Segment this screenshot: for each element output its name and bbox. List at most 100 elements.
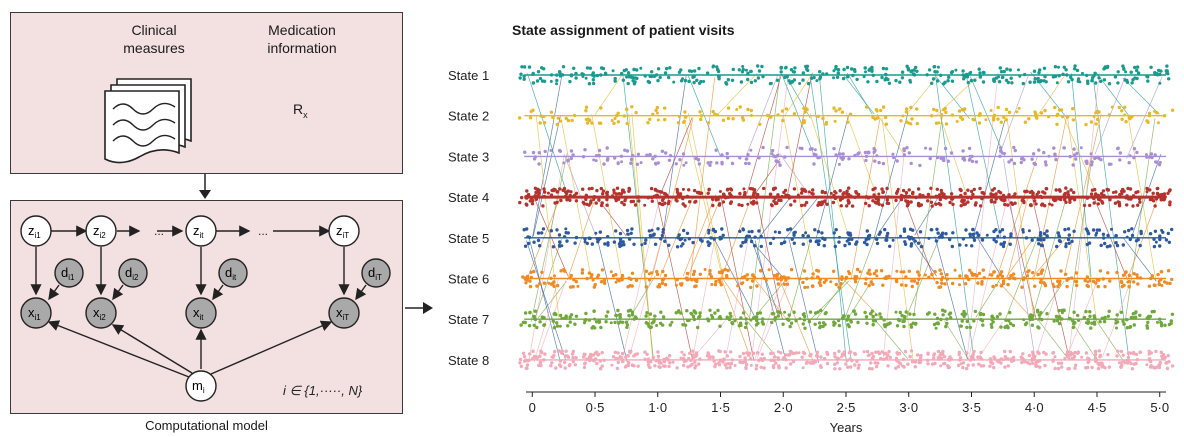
visit-point: [825, 202, 829, 206]
visit-point: [945, 277, 949, 281]
visit-point: [649, 186, 654, 191]
visit-point: [759, 365, 763, 369]
visit-point: [1065, 350, 1070, 354]
transition-line: [1122, 237, 1157, 282]
visit-point: [1130, 227, 1134, 231]
visit-point: [1158, 317, 1162, 321]
visit-point: [803, 189, 808, 193]
visit-point: [1128, 351, 1133, 355]
visit-point: [820, 231, 824, 235]
visit-point: [882, 352, 887, 356]
visit-point: [538, 121, 542, 125]
visit-point: [651, 157, 655, 161]
visit-point: [787, 194, 791, 199]
visit-point: [912, 279, 917, 283]
visit-point: [877, 202, 881, 206]
visit-point: [785, 282, 790, 286]
visit-point: [969, 197, 973, 200]
visit-point: [1114, 318, 1118, 322]
visit-point: [574, 279, 578, 284]
visit-point: [571, 285, 575, 289]
visit-point: [675, 190, 680, 194]
visit-point: [737, 203, 741, 207]
visit-point: [711, 203, 715, 208]
visit-point: [1066, 80, 1071, 84]
visit-point: [862, 240, 867, 245]
visit-point: [846, 323, 850, 327]
x-node-2: xi2: [85, 297, 117, 329]
visit-point: [604, 314, 609, 318]
visit-point: [816, 242, 821, 247]
visit-point: [678, 192, 683, 196]
visit-point: [569, 194, 573, 198]
visit-point: [664, 192, 668, 196]
visit-point: [645, 352, 649, 356]
visit-point: [745, 157, 749, 161]
visit-point: [894, 198, 898, 203]
visit-point: [599, 367, 603, 371]
visit-point: [558, 71, 562, 75]
visit-point: [611, 194, 614, 198]
visit-point: [751, 202, 755, 206]
visit-point: [925, 73, 929, 77]
visit-point: [1040, 203, 1044, 207]
visit-point: [847, 157, 851, 161]
visit-point: [1159, 192, 1164, 197]
transition-line: [1067, 117, 1097, 322]
visit-point: [821, 72, 825, 76]
visit-point: [751, 273, 755, 278]
visit-point: [660, 149, 665, 153]
visit-point: [536, 238, 541, 243]
visit-point: [1043, 283, 1048, 288]
visit-point: [846, 75, 850, 79]
visit-point: [726, 268, 730, 273]
visit-point: [850, 358, 854, 363]
visit-point: [1101, 236, 1106, 240]
visit-point: [646, 322, 650, 326]
visit-point: [875, 154, 879, 158]
visit-point: [745, 351, 749, 355]
visit-point: [772, 358, 776, 363]
visit-point: [687, 79, 691, 84]
visit-point: [972, 232, 976, 236]
visit-point: [802, 106, 806, 110]
visit-point: [1138, 200, 1142, 204]
state-label-3: State 3: [448, 149, 489, 164]
visit-point: [1147, 111, 1152, 116]
visit-point: [661, 230, 665, 234]
visit-point: [1008, 242, 1012, 246]
visit-point: [580, 271, 585, 275]
visit-point: [656, 78, 660, 83]
visit-point: [606, 243, 610, 247]
visit-point: [916, 203, 921, 208]
visit-point: [879, 269, 884, 273]
visit-point: [581, 187, 585, 191]
visit-point: [871, 314, 875, 319]
visit-point: [811, 192, 815, 196]
visit-point: [1021, 81, 1025, 86]
visit-point: [1064, 272, 1068, 276]
visit-point: [941, 158, 946, 162]
visit-point: [682, 363, 686, 368]
visit-point: [1009, 234, 1013, 239]
visit-point: [926, 362, 930, 366]
visit-point: [572, 277, 576, 282]
visit-point: [878, 230, 882, 234]
state-label-2: State 2: [448, 109, 489, 124]
visit-point: [1002, 199, 1006, 203]
visit-point: [873, 319, 878, 323]
visit-point: [883, 227, 887, 232]
visit-point: [823, 356, 827, 361]
visit-point: [880, 203, 885, 207]
visit-point: [647, 365, 652, 369]
visit-point: [969, 189, 974, 194]
visit-point: [631, 79, 635, 83]
visit-point: [841, 76, 846, 81]
visit-point: [912, 312, 916, 317]
transition-line: [536, 116, 560, 320]
visit-point: [718, 202, 722, 206]
visit-point: [523, 150, 527, 154]
visit-point: [1011, 194, 1016, 199]
visit-point: [618, 313, 622, 317]
visit-point: [597, 121, 602, 125]
